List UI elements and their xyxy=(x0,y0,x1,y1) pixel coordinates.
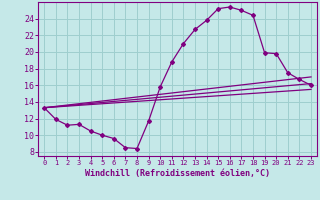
X-axis label: Windchill (Refroidissement éolien,°C): Windchill (Refroidissement éolien,°C) xyxy=(85,169,270,178)
